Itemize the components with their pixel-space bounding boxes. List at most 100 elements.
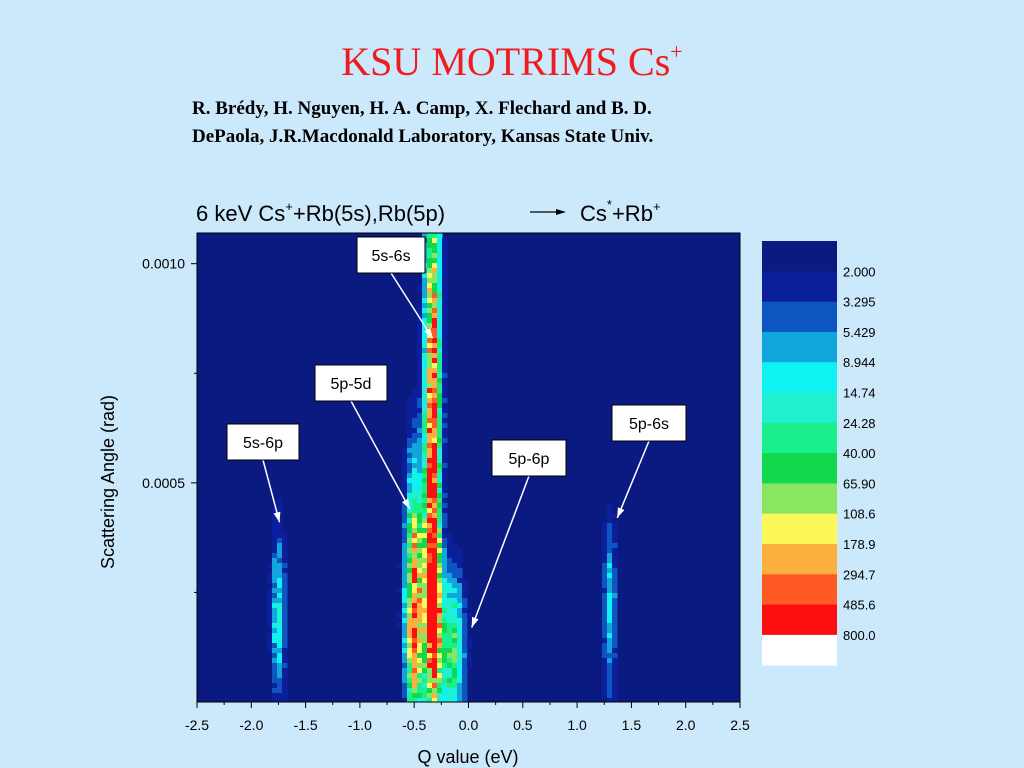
heatmap-cell <box>442 278 448 284</box>
heatmap-cell <box>402 648 408 654</box>
heatmap-cell <box>447 568 453 574</box>
heatmap-cell <box>412 583 418 589</box>
heatmap-cell <box>422 448 428 454</box>
annotation-arrow-line <box>390 272 434 339</box>
heatmap-cell <box>402 593 408 599</box>
heatmap-cell <box>407 443 413 449</box>
heatmap-cell <box>457 553 463 559</box>
heatmap-cell <box>407 498 413 504</box>
heatmap-cell <box>402 448 408 454</box>
heatmap-cell <box>437 683 443 689</box>
heatmap-cell <box>407 683 413 689</box>
heatmap-cell <box>452 583 458 589</box>
heatmap-cell <box>427 633 433 639</box>
heatmap-cell <box>607 548 613 554</box>
heatmap-cell <box>437 573 443 579</box>
heatmap-cell <box>407 458 413 464</box>
heatmap-cell <box>282 663 288 669</box>
heatmap-cell <box>427 318 433 324</box>
heatmap-cell <box>272 673 278 679</box>
heatmap-cell <box>407 643 413 649</box>
heatmap-cell <box>427 563 433 569</box>
heatmap-cell <box>442 418 448 424</box>
heatmap-cell <box>452 618 458 624</box>
heatmap-cell <box>277 593 283 599</box>
heatmap-cell <box>407 518 413 524</box>
heatmap-cell <box>407 638 413 644</box>
heatmap-cell <box>402 548 408 554</box>
heatmap-cell <box>417 283 423 289</box>
heatmap-cell <box>412 663 418 669</box>
heatmap-cell <box>422 338 428 344</box>
heatmap-cells <box>267 233 618 702</box>
heatmap-cell <box>277 643 283 649</box>
heatmap-cell <box>272 518 278 524</box>
heatmap-cell <box>422 663 428 669</box>
heatmap-cell <box>407 503 413 509</box>
x-tick-label: -2.0 <box>239 717 263 733</box>
heatmap-cell <box>437 603 443 609</box>
heatmap-cell <box>437 238 443 244</box>
heatmap-cell <box>612 568 618 574</box>
heatmap-cell <box>422 623 428 629</box>
heatmap-cell <box>277 693 283 699</box>
heatmap-cell <box>282 538 288 544</box>
heatmap-cell <box>407 578 413 584</box>
heatmap-cell <box>422 648 428 654</box>
heatmap-cell <box>422 548 428 554</box>
heatmap-cell <box>452 633 458 639</box>
heatmap-cell <box>402 588 408 594</box>
heatmap-cell <box>457 583 463 589</box>
heatmap-cell <box>417 553 423 559</box>
heatmap-cell <box>407 648 413 654</box>
heatmap-cell <box>602 673 608 679</box>
x-tick-label: 2.5 <box>730 717 750 733</box>
heatmap-cell <box>442 498 448 504</box>
heatmap-cell <box>442 288 448 294</box>
heatmap-cell <box>432 258 438 264</box>
heatmap-cell <box>422 573 428 579</box>
heatmap-cell <box>457 613 463 619</box>
heatmap-cell <box>417 488 423 494</box>
heatmap-cell <box>462 618 468 624</box>
heatmap-cell <box>612 693 618 699</box>
heatmap-cell <box>427 578 433 584</box>
heatmap-cell <box>437 623 443 629</box>
heatmap-cell <box>412 493 418 499</box>
heatmap-cell <box>427 313 433 319</box>
heatmap-cell <box>612 533 618 539</box>
heatmap-cell <box>427 278 433 284</box>
heatmap-cell <box>412 568 418 574</box>
heatmap-cell <box>467 653 473 659</box>
heatmap-cell <box>422 278 428 284</box>
heatmap-cell <box>427 433 433 439</box>
heatmap-cell <box>422 518 428 524</box>
heatmap-cell <box>607 643 613 649</box>
heatmap-cell <box>407 398 413 404</box>
heatmap-cell <box>442 623 448 629</box>
heatmap-cell <box>607 683 613 689</box>
heatmap-cell <box>402 488 408 494</box>
heatmap-cell <box>402 508 408 514</box>
heatmap-cell <box>462 653 468 659</box>
heatmap-cell <box>422 688 428 694</box>
heatmap-cell <box>442 518 448 524</box>
heatmap-cell <box>432 488 438 494</box>
heatmap-cell <box>272 558 278 564</box>
annotation-label: 5p-6s <box>629 416 669 433</box>
heatmap-cell <box>612 588 618 594</box>
heatmap-cell <box>432 533 438 539</box>
heatmap-cell <box>432 668 438 674</box>
heatmap-cell <box>602 563 608 569</box>
heatmap-cell <box>467 623 473 629</box>
heatmap-cell <box>412 418 418 424</box>
heatmap-cell <box>447 563 453 569</box>
heatmap-cell <box>432 308 438 314</box>
y-axis-label: Scattering Angle (rad) <box>98 395 118 569</box>
heatmap-cell <box>272 528 278 534</box>
heatmap-cell <box>437 288 443 294</box>
heatmap-cell <box>422 678 428 684</box>
heatmap-cell <box>432 403 438 409</box>
heatmap-cell <box>447 578 453 584</box>
heatmap-cell <box>602 638 608 644</box>
